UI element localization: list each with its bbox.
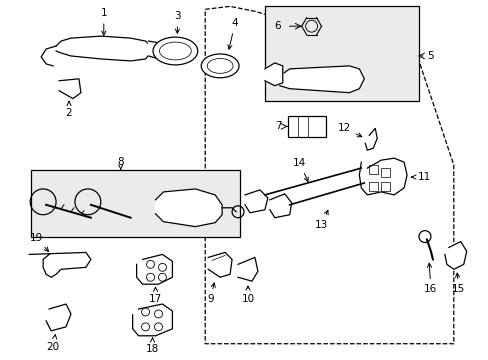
Polygon shape (269, 194, 291, 218)
Text: 19: 19 (29, 233, 48, 252)
Polygon shape (444, 242, 466, 269)
Text: 4: 4 (227, 18, 238, 49)
Polygon shape (208, 252, 232, 277)
Ellipse shape (201, 54, 239, 78)
Bar (287, 116, 325, 137)
Text: 2: 2 (65, 102, 72, 117)
Bar (31, 170, 240, 237)
Text: 9: 9 (206, 283, 215, 304)
Text: 3: 3 (174, 11, 181, 33)
Text: 16: 16 (424, 263, 437, 294)
Polygon shape (29, 252, 91, 277)
Polygon shape (264, 63, 282, 86)
Text: 14: 14 (292, 158, 307, 181)
Text: 5: 5 (426, 51, 433, 61)
Bar (381, 182, 389, 191)
Text: 15: 15 (451, 273, 465, 294)
Bar (381, 168, 389, 177)
Text: 1: 1 (101, 8, 107, 35)
Text: 20: 20 (46, 335, 60, 352)
Polygon shape (132, 304, 172, 336)
Text: 12: 12 (337, 123, 361, 137)
Polygon shape (279, 66, 364, 93)
Polygon shape (56, 36, 150, 61)
Bar (368, 165, 377, 174)
Text: 7: 7 (275, 121, 281, 131)
Text: 13: 13 (314, 210, 327, 230)
Text: 10: 10 (241, 286, 254, 304)
Polygon shape (359, 158, 406, 195)
Polygon shape (155, 189, 222, 227)
Polygon shape (148, 41, 162, 59)
Polygon shape (365, 129, 376, 150)
Bar (368, 182, 377, 191)
Text: 8: 8 (117, 157, 124, 170)
Polygon shape (244, 190, 267, 213)
Polygon shape (46, 304, 71, 331)
Bar (264, 6, 418, 100)
Polygon shape (136, 255, 172, 284)
Text: 18: 18 (145, 338, 159, 354)
Text: 11: 11 (411, 172, 430, 182)
Text: 6: 6 (274, 21, 281, 31)
Polygon shape (59, 79, 81, 99)
Text: 17: 17 (148, 287, 162, 304)
Ellipse shape (153, 37, 197, 65)
Polygon shape (238, 257, 257, 281)
